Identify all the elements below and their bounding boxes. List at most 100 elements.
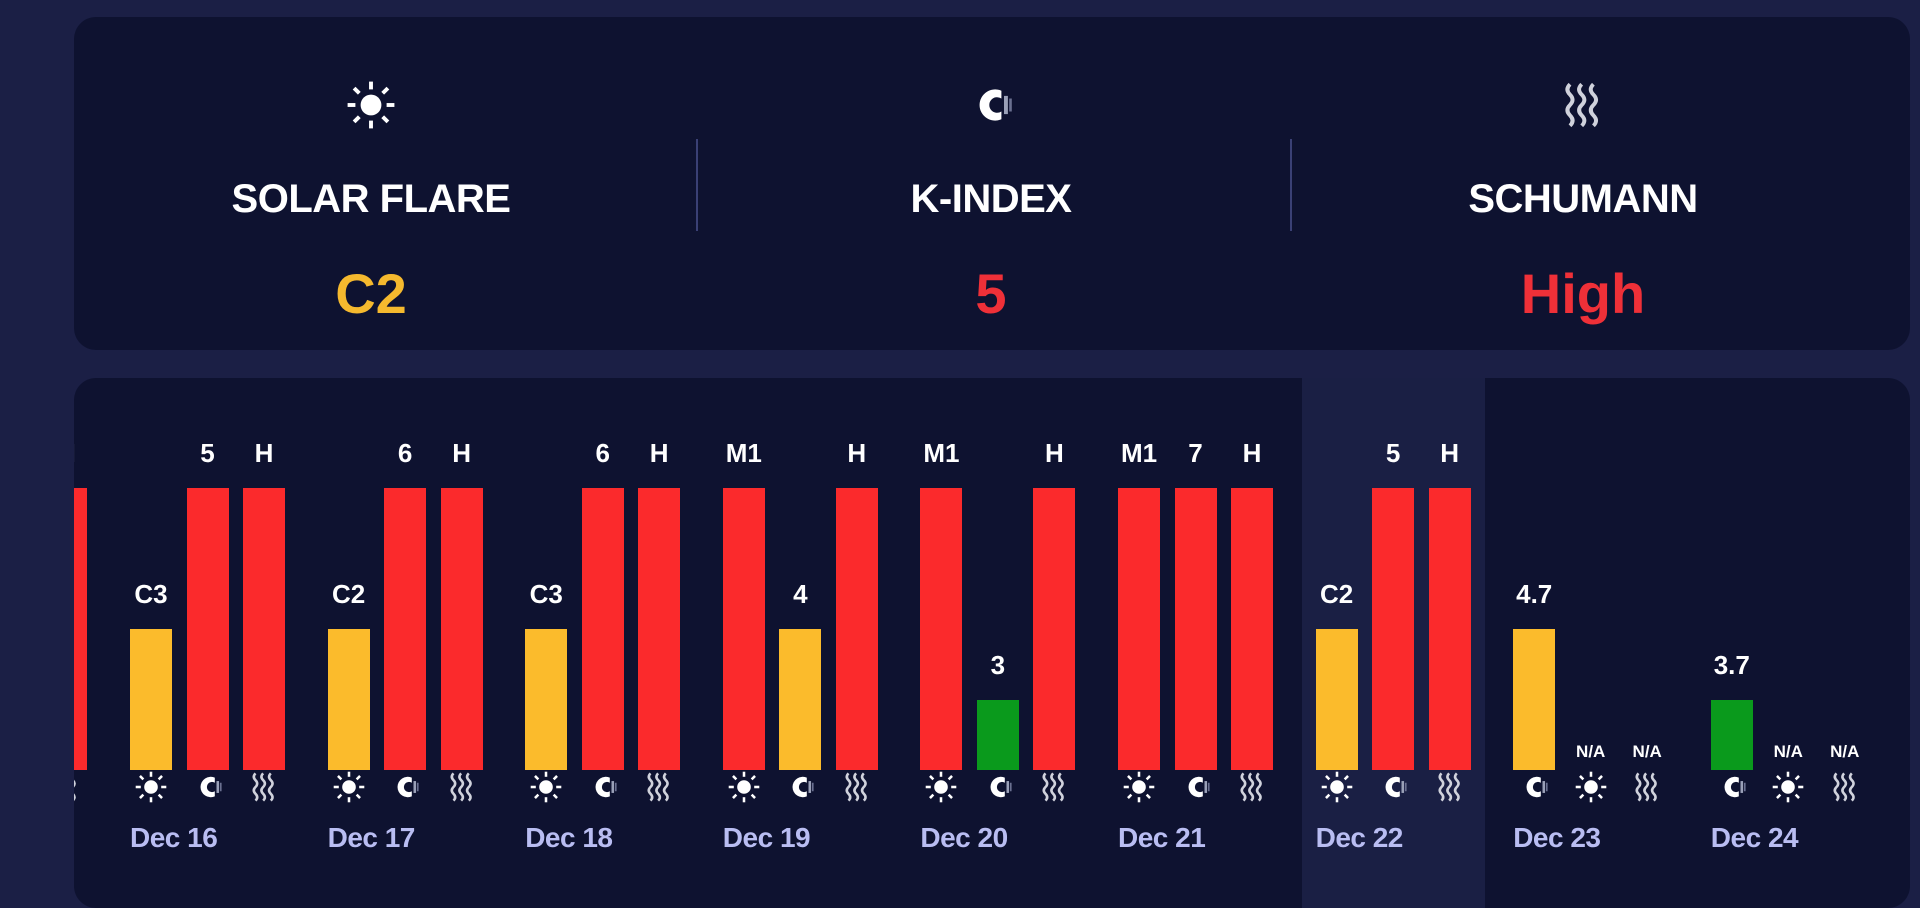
day-group[interactable]: M1 7 H Dec 21	[1118, 378, 1316, 908]
k-value-label: 4	[793, 579, 808, 609]
k-value-label: 6	[595, 438, 610, 468]
k-bar[interactable]	[384, 488, 427, 770]
sun-icon	[1320, 770, 1354, 804]
day-group[interactable]: 3.7 N/A N/A Dec 24	[1710, 378, 1909, 908]
k-index-metric: K-INDEX 5	[694, 17, 1288, 350]
metric-value: C2	[335, 262, 407, 325]
flare-value-label: C2	[331, 579, 366, 609]
k-value-label: 5	[1385, 438, 1401, 468]
day-group[interactable]: C3 6 H Dec 18	[525, 378, 723, 908]
schumann-value-label: H	[1045, 438, 1064, 468]
waves-icon	[1630, 770, 1664, 804]
schumann-value-label: H	[452, 438, 471, 468]
flare-value-label: M1	[1120, 438, 1158, 468]
day-group[interactable]: C2 6 H Dec 17	[327, 378, 526, 908]
sun-icon	[924, 770, 958, 804]
k-value-label: 3	[990, 649, 1006, 680]
date-label: Dec 17	[327, 822, 416, 853]
solar-flare-metric: SOLAR FLARE C2	[74, 17, 668, 350]
schumann-value-label: N/A	[1632, 742, 1662, 761]
space-weather-summary-card: SOLAR FLARE C2 K-INDEX 5 SCHUMANN High	[74, 17, 1910, 350]
k-value-label: 7	[1188, 438, 1203, 468]
day-group[interactable]: M1 3 H Dec 20	[920, 378, 1118, 908]
magnet-icon	[1715, 770, 1749, 804]
k-bar[interactable]	[779, 629, 822, 770]
flare-value-label: C2	[1319, 579, 1354, 609]
waves-icon	[642, 770, 676, 804]
flare-value-label: M1	[923, 438, 960, 468]
divider	[1290, 139, 1292, 231]
k-bar[interactable]	[1372, 488, 1415, 770]
flare-value-label: C3	[529, 579, 563, 609]
sun-icon	[529, 770, 563, 804]
magnet-icon	[981, 770, 1015, 804]
k-bar[interactable]	[976, 699, 1019, 770]
flare-bar[interactable]	[1118, 488, 1160, 770]
waves-icon	[840, 770, 874, 804]
k-value-label: 3.7	[1713, 649, 1750, 680]
magnet-icon	[783, 770, 817, 804]
date-label: Dec 23	[1513, 822, 1601, 853]
day-group[interactable]: 4.7 N/A N/A Dec 23	[1513, 378, 1711, 908]
k-value-label: 4.7	[1516, 579, 1553, 609]
schumann-value-label: H	[1440, 438, 1459, 468]
date-label: Dec 24	[1710, 822, 1799, 853]
schumann-bar[interactable]	[1231, 488, 1273, 770]
sun-icon	[1771, 770, 1805, 804]
schumann-bar[interactable]	[1428, 488, 1471, 770]
schumann-bar[interactable]	[243, 488, 285, 770]
flare-bar[interactable]	[920, 488, 963, 770]
waves-icon	[74, 770, 83, 804]
k-bar[interactable]	[581, 488, 624, 770]
k-bar[interactable]	[1513, 629, 1556, 770]
k-bar[interactable]	[1710, 699, 1753, 770]
waves-icon	[1037, 770, 1071, 804]
date-label: Dec 19	[722, 822, 811, 853]
schumann-bar[interactable]	[440, 488, 483, 770]
metric-title: K-INDEX	[910, 177, 1072, 221]
sun-icon	[1122, 770, 1156, 804]
sun-icon	[345, 79, 397, 131]
k-bar[interactable]	[186, 488, 229, 770]
date-label: Dec 16	[130, 822, 218, 853]
flare-bar[interactable]	[327, 629, 370, 770]
schumann-bar[interactable]	[1033, 488, 1076, 770]
schumann-value-label: N/A	[1830, 742, 1860, 761]
sun-icon	[727, 770, 761, 804]
flare-value-label: M1	[725, 438, 762, 468]
waves-icon	[1433, 770, 1467, 804]
day-group[interactable]: H	[74, 378, 130, 908]
schumann-bar[interactable]	[638, 488, 681, 770]
magnet-icon	[388, 770, 422, 804]
date-label: Dec 18	[525, 822, 613, 853]
flare-bar[interactable]	[1315, 629, 1358, 770]
schumann-bar[interactable]	[835, 488, 878, 770]
flare-bar[interactable]	[130, 629, 172, 770]
flare-bar[interactable]	[722, 488, 765, 770]
date-label: Dec 20	[920, 822, 1008, 853]
waves-icon	[445, 770, 479, 804]
flare-bar[interactable]	[525, 629, 568, 770]
sun-icon	[1574, 770, 1608, 804]
waves-icon	[1557, 79, 1609, 131]
waves-icon	[247, 770, 281, 804]
metric-value: 5	[975, 262, 1007, 325]
flare-value-label: N/A	[1773, 742, 1803, 761]
metric-title: SOLAR FLARE	[231, 177, 511, 221]
schumann-value-label: H	[254, 438, 274, 468]
forecast-chart[interactable]: H C3 5 H Dec 16 C2 6 H Dec 17 C3 6 H Dec 18 M1 4 H Dec 1…	[74, 378, 1910, 908]
flare-value-label: C3	[134, 579, 168, 609]
schumann-value-label: H	[847, 438, 867, 468]
day-group[interactable]: C3 5 H Dec 16	[130, 378, 328, 908]
schumann-value-label: H	[74, 438, 96, 469]
schumann-bar[interactable]	[74, 488, 88, 770]
k-bar[interactable]	[1174, 488, 1217, 770]
sun-icon	[134, 770, 168, 804]
waves-icon	[1235, 770, 1269, 804]
day-group[interactable]: C2 5 H Dec 22	[1315, 378, 1514, 908]
day-group[interactable]: M1 4 H Dec 19	[722, 378, 921, 908]
k-value-label: 5	[200, 438, 215, 468]
k-value-label: 6	[397, 438, 413, 468]
magnet-icon	[1179, 770, 1213, 804]
schumann-metric: SCHUMANN High	[1286, 17, 1880, 350]
